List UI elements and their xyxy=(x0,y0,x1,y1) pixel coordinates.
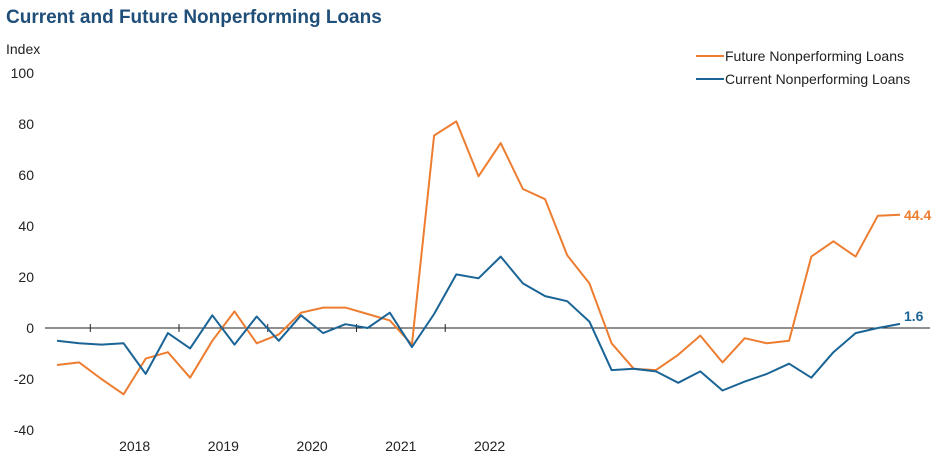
series-line-future xyxy=(56,120,901,396)
y-tick-label: 100 xyxy=(11,65,35,81)
y-tick-label: 40 xyxy=(18,218,34,234)
y-tick-label: 80 xyxy=(18,116,34,132)
x-tick-label: 2020 xyxy=(297,438,328,454)
y-tick-label: 60 xyxy=(18,167,34,183)
y-tick-label: -20 xyxy=(14,371,34,387)
y-tick-label: -40 xyxy=(14,422,34,438)
end-value-label: 1.6 xyxy=(904,308,924,324)
end-value-label: 44.4 xyxy=(904,207,931,223)
series-line-current xyxy=(56,255,901,392)
chart-title: Current and Future Nonperforming Loans xyxy=(6,7,382,28)
x-tick-label: 2018 xyxy=(119,438,150,454)
y-axis-label: Index xyxy=(6,41,41,57)
y-tick-label: 20 xyxy=(18,269,34,285)
legend-entry: Current Nonperforming Loans xyxy=(725,71,910,87)
x-tick-label: 2019 xyxy=(208,438,239,454)
x-tick-label: 2022 xyxy=(474,438,505,454)
y-tick-label: 0 xyxy=(26,320,34,336)
x-tick-label: 2021 xyxy=(385,438,416,454)
legend-entry: Future Nonperforming Loans xyxy=(725,48,904,64)
